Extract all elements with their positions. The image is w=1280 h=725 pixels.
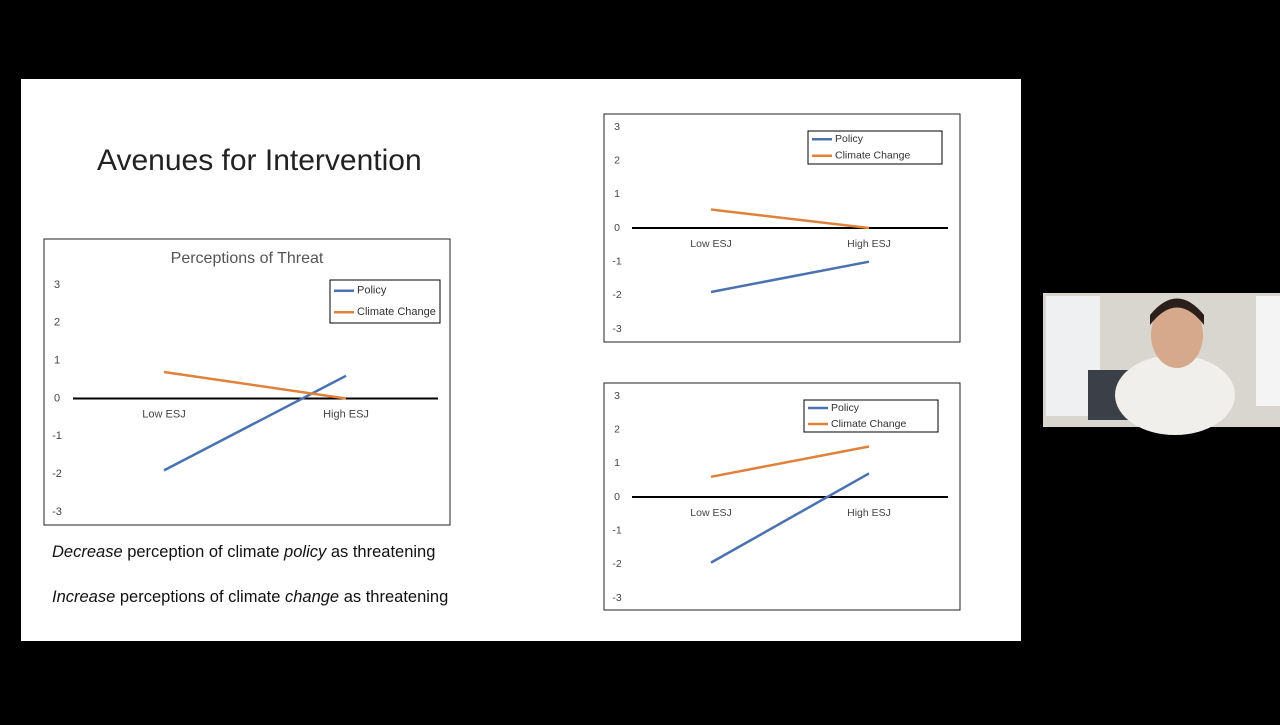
x-tick-label: Low ESJ (142, 408, 185, 420)
y-tick-label: -3 (52, 506, 62, 518)
series-line (710, 472, 870, 564)
legend-label: Climate Change (835, 150, 910, 162)
bullet: Increase perceptions of climate change a… (52, 588, 448, 606)
legend-label: Policy (357, 285, 387, 297)
chart-title: Perceptions of Threat (171, 250, 324, 267)
x-tick-label: Low ESJ (690, 238, 731, 250)
person-body (1115, 355, 1235, 435)
y-tick-label: 1 (614, 457, 620, 469)
slide-title: Avenues for Intervention (97, 144, 422, 177)
y-tick-label: 0 (614, 222, 620, 234)
x-tick-label: Low ESJ (690, 507, 731, 519)
y-tick-label: -1 (612, 524, 621, 536)
series-line (163, 370, 347, 400)
series-line (163, 374, 347, 472)
y-tick-label: -3 (612, 592, 621, 604)
bullet-part: policy (283, 543, 328, 561)
bullet: Decrease perception of climate policy as… (52, 543, 435, 561)
legend-label: Policy (835, 133, 864, 145)
bullet-part: change (285, 588, 339, 606)
webcam (1043, 293, 1280, 435)
y-tick-label: 1 (614, 188, 620, 200)
chart: -3 -2 -1 0 1 2 3 Low ESJ High ESJ Policy Climate C… (603, 382, 961, 611)
x-tick-label: High ESJ (847, 507, 891, 519)
x-tick-label: High ESJ (847, 238, 891, 250)
hair (1150, 298, 1204, 325)
bullet-part: perceptions of climate (115, 588, 285, 606)
chart: Perceptions of Threat -3 -2 -1 0 1 2 3 Low ESJ Hi… (43, 238, 451, 526)
y-tick-label: 3 (614, 390, 620, 402)
series-line (710, 260, 870, 294)
y-tick-label: -1 (52, 430, 62, 442)
x-tick-label: High ESJ (323, 408, 369, 420)
bullet-part: Decrease (52, 543, 123, 561)
legend-label: Policy (831, 402, 860, 414)
person-head (1151, 302, 1203, 368)
series-line (710, 208, 870, 230)
bullet-part: perception of climate (123, 543, 284, 561)
bullet-part: as threatening (339, 588, 448, 606)
bullets: Decrease perception of climate policy as… (52, 543, 448, 606)
legend-box (329, 279, 441, 324)
y-tick-label: 0 (614, 491, 620, 503)
y-tick-label: 2 (614, 154, 620, 166)
charts: Perceptions of Threat -3 -2 -1 0 1 2 3 Low ESJ Hi… (43, 113, 961, 611)
y-tick-label: 3 (54, 279, 60, 291)
bullet-part: as threatening (326, 543, 435, 561)
door (1256, 296, 1280, 406)
y-tick-label: 2 (614, 423, 620, 435)
y-tick-label: -2 (52, 468, 62, 480)
legend-label: Climate Change (831, 418, 906, 430)
legend-box (807, 130, 943, 165)
y-tick-label: -1 (612, 255, 621, 267)
bullet-part: Increase (52, 588, 115, 606)
y-tick-label: -2 (612, 558, 621, 570)
y-tick-label: 3 (614, 121, 620, 133)
y-tick-label: -3 (612, 323, 621, 335)
legend-label: Climate Change (357, 306, 436, 318)
y-tick-label: 2 (54, 317, 60, 329)
y-tick-label: 0 (54, 392, 60, 404)
y-tick-label: 1 (54, 355, 60, 367)
chart: -3 -2 -1 0 1 2 3 Low ESJ High ESJ Policy Climate C… (603, 113, 961, 343)
legend-box (803, 399, 939, 433)
series-line (710, 445, 870, 479)
y-tick-label: -2 (612, 289, 621, 301)
